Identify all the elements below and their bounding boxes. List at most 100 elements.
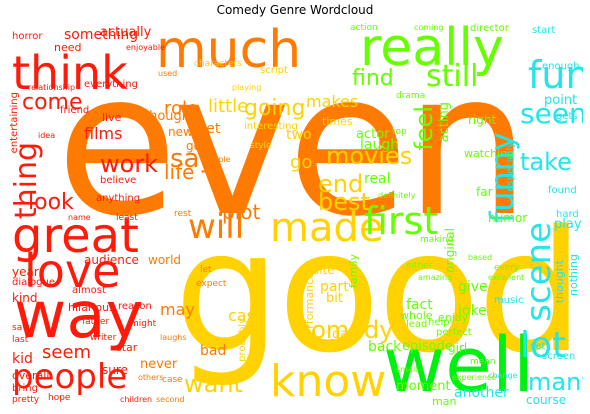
word-end: end (318, 170, 364, 198)
word-something: something (64, 27, 139, 43)
word-drama: drama (396, 91, 426, 101)
word-either: either (406, 261, 433, 271)
word-people: people (12, 357, 128, 397)
word-look: look (28, 190, 74, 215)
word-overall: overall (12, 369, 50, 382)
word-expect: expect (196, 279, 227, 289)
word-star: star (116, 341, 138, 354)
word-every: every (494, 263, 520, 273)
word-laugh: laugh (360, 137, 400, 153)
word-least: least (116, 213, 138, 223)
word-change: change (488, 371, 518, 380)
word-know: know (270, 356, 387, 407)
word-will: will (188, 207, 245, 247)
word-humor: humor (488, 211, 528, 225)
word-music: music (494, 295, 524, 306)
word-children: children (120, 395, 153, 404)
word-lot: lot (520, 325, 567, 366)
word-dialogue: dialogue (12, 277, 55, 288)
word-laughs: laughs (160, 333, 187, 342)
word-year: year (12, 265, 39, 279)
word-take: take (520, 148, 572, 176)
word-interesting: interesting (244, 121, 298, 132)
word-idea: idea (38, 131, 56, 140)
word-films: films (84, 124, 123, 143)
page-title: Comedy Genre Wordcloud (216, 3, 374, 17)
word-thought: thought (553, 260, 566, 304)
word-joke: joke (458, 303, 487, 319)
word-audience: audience (84, 253, 139, 267)
word-father: father (82, 317, 110, 327)
word-little: little (208, 96, 249, 117)
word-hard: hard (556, 209, 579, 220)
word-makes: makes (306, 92, 359, 111)
word-man: man (432, 395, 457, 408)
word-come: come (22, 90, 83, 115)
word-movies: movies (326, 142, 413, 170)
wordcloud: even good well way great love really muc… (8, 22, 583, 410)
word-really: really (360, 22, 504, 78)
word-world: world (148, 253, 182, 267)
word-start: start (532, 25, 556, 36)
word-yet: yet (198, 121, 221, 137)
word-quite: quite (304, 263, 335, 277)
word-coming: coming (414, 23, 444, 32)
word-might: might (130, 319, 157, 329)
word-excellent: excellent (488, 273, 525, 282)
word-cast: cast (228, 306, 262, 325)
word-enough: enough (542, 61, 580, 72)
word-new: new (168, 125, 193, 139)
word-second: second (156, 395, 185, 404)
word-great: great (12, 208, 139, 264)
word-way: way (14, 279, 144, 353)
word-fun: fun (528, 53, 583, 97)
word-got: got (186, 139, 206, 153)
word-far: far (476, 185, 493, 199)
word-fact: fact (406, 297, 433, 313)
word-top: top (392, 127, 407, 137)
word-let: let (200, 265, 212, 275)
word-may: may (160, 300, 195, 319)
word-plot: plot (222, 200, 261, 224)
word-episode: episode (402, 339, 453, 354)
word-whole: whole (400, 309, 433, 322)
word-anything: anything (96, 193, 141, 204)
word-everything: everything (84, 79, 138, 90)
word-case: case (162, 375, 183, 385)
word-performance: performance (303, 272, 316, 343)
word-though: though (144, 109, 191, 124)
word-made: made (270, 205, 384, 251)
word-entertaining: entertaining (9, 92, 20, 154)
word-rest: rest (174, 209, 192, 219)
word-feel: feel (410, 106, 438, 151)
word-never: never (140, 357, 178, 372)
word-small: small (396, 365, 418, 374)
word-actor: actor (356, 127, 390, 142)
word-day: day (332, 327, 356, 342)
word-playing: playing (232, 83, 262, 92)
word-probably: probably (237, 318, 248, 362)
word-experience: experience (452, 373, 497, 382)
word-life: life (164, 160, 195, 184)
word-much: much (156, 22, 302, 80)
word-bit: bit (326, 291, 343, 306)
word-bring: bring (12, 383, 38, 394)
word-point: point (544, 93, 578, 108)
word-set: set (530, 341, 546, 352)
word-hope: hope (48, 393, 71, 403)
word-especially: especially (505, 142, 516, 192)
word-best: best (318, 188, 370, 216)
word-think: think (12, 46, 128, 100)
word-find: find (352, 66, 394, 91)
word-almost: almost (72, 285, 106, 296)
word-actually: actually (100, 25, 152, 40)
word-script: script (260, 65, 288, 76)
word-found: found (548, 185, 577, 196)
word-others: others (138, 373, 164, 382)
word-moment: moment (396, 379, 451, 394)
word-amazing: amazing (418, 273, 453, 282)
word-family: family (347, 254, 360, 288)
word-friend: friend (60, 105, 90, 116)
word-horror: horror (12, 31, 43, 42)
word-play: play (554, 217, 582, 232)
